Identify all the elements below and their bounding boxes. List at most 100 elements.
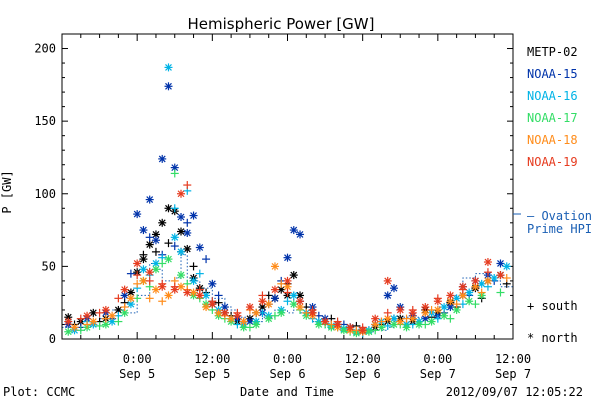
star-stroke [252,321,260,328]
star-stroke [497,271,504,279]
south-point [433,314,442,323]
south-point [170,204,179,213]
plot-frame [61,33,514,340]
south-marker-legend: + south [527,299,578,313]
x-tick-label-time: 12:00 [495,352,531,366]
south-point [377,317,386,326]
south-point [83,320,92,329]
south-point [195,285,204,294]
star-stroke [421,309,429,317]
star-stroke [114,306,122,314]
star-stroke [434,306,442,314]
legend-entry: NOAA-16 [527,89,578,103]
south-point [145,233,154,242]
x-tick-label-date: Sep 5 [194,367,230,381]
x-tick-label-date: Sep 6 [345,367,381,381]
star-stroke [290,271,298,279]
x-tick-label-time: 0:00 [423,352,452,366]
star-stroke [503,262,511,270]
south-point [120,303,129,312]
south-point [258,291,267,300]
legend-entry: NOAA-18 [527,133,578,147]
north-point [208,279,217,288]
star-stroke [421,303,429,311]
north-point [83,311,92,320]
north-point [252,320,261,329]
star-stroke [378,323,385,331]
star-stroke [296,292,304,299]
star-stroke [140,277,147,285]
south-point [170,282,179,291]
north-point [120,285,129,294]
star-stroke [221,303,229,311]
north-point [177,282,186,291]
star-stroke [465,297,473,305]
north-point [245,303,254,312]
north-point [477,279,486,288]
star-stroke [290,292,298,299]
south-point [76,326,85,335]
star-stroke [371,321,379,328]
north-point [183,244,192,253]
star-stroke [140,265,147,273]
north-point [89,317,98,326]
south-point [76,314,85,323]
star-stroke [271,286,279,294]
south-point [283,288,292,297]
north-point [177,227,186,236]
south-point [114,294,123,303]
y-tick-label: 200 [34,42,56,56]
star-stroke [177,248,185,256]
north-point [189,276,198,285]
star-stroke [296,297,304,305]
star-stroke [165,255,172,263]
south-point [95,321,104,330]
star-stroke [102,321,110,328]
south-point [139,250,148,259]
north-point [496,259,505,268]
star-stroke [246,318,254,325]
star-stroke [421,315,429,323]
star-stroke [190,289,197,296]
x-tick-label-time: 0:00 [273,352,302,366]
legend-entry: NOAA-17 [527,111,578,125]
north-point [427,317,436,326]
star-stroke [284,254,291,262]
plot-credit: Plot: CCMC [3,385,75,399]
north-point [145,240,154,249]
star-stroke [478,280,486,288]
star-stroke [177,228,185,235]
star-stroke [190,212,197,219]
south-point [158,259,167,268]
north-point [383,291,392,300]
star-stroke [428,318,435,325]
star-stroke [121,292,129,299]
star-stroke [453,294,461,302]
south-point [145,276,154,285]
north-point [452,305,461,314]
north-point [189,211,198,220]
south-point [133,271,142,280]
star-stroke [183,245,191,253]
model-legend-line1: — Ovation [527,209,592,223]
north-point [277,308,286,317]
north-point [296,230,305,239]
north-point [177,213,186,221]
north-point [346,323,355,332]
star-stroke [271,262,279,270]
south-point [233,320,242,329]
star-stroke [140,226,147,234]
north-point [402,323,411,332]
south-point [458,285,467,294]
star-stroke [384,277,392,285]
north-point [108,311,117,320]
north-point [483,276,492,285]
star-stroke [127,294,135,302]
star-stroke [183,229,191,237]
star-stroke [152,231,160,238]
star-stroke [290,226,298,234]
north-point [177,271,186,280]
north-point [252,308,261,317]
star-stroke [202,303,210,311]
